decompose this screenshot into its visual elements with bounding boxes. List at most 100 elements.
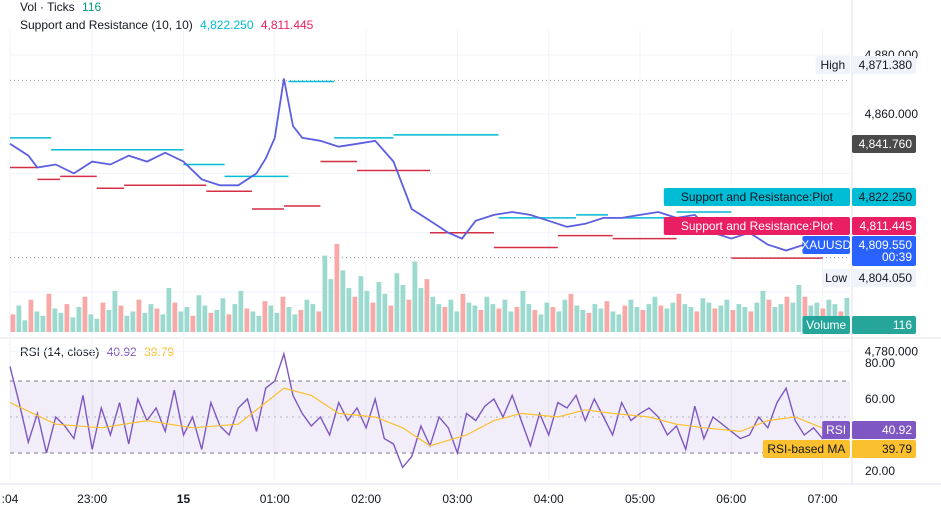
volume-bar — [466, 302, 472, 332]
volume-bar — [352, 296, 358, 332]
volume-bar — [484, 296, 490, 332]
volume-bar — [382, 293, 388, 332]
volume-bar — [712, 308, 718, 332]
volume-bar — [340, 270, 346, 332]
time-tick-label: 01:00 — [260, 492, 290, 506]
high-value: 4,871.380 — [859, 58, 913, 72]
volume-bar — [136, 299, 142, 332]
volume-bar — [796, 285, 802, 332]
volume-bar — [490, 304, 496, 332]
rsi-tick-label: 60.00 — [865, 392, 895, 406]
volume-bar — [280, 296, 286, 332]
volume-bar — [496, 308, 502, 332]
high-label-bg — [815, 56, 850, 74]
time-tick-label: 04:00 — [534, 492, 564, 506]
symbol-value-bg — [852, 236, 916, 266]
volume-bar — [100, 302, 106, 332]
volume-bar — [760, 290, 766, 332]
volume-bar — [802, 296, 808, 332]
volume-bar — [628, 299, 634, 332]
volume-bar — [172, 302, 178, 332]
rsi-legend[interactable]: RSI (14, close) 40.92 39.79 — [20, 345, 178, 359]
rsi-ma-tag: 39.79 RSI-based MA — [762, 440, 916, 458]
time-axis[interactable]: :04 23:00 15 01:00 02:00 03:00 04:00 05:00 06:00… — [2, 492, 838, 506]
rsi-tag: 40.92 RSI — [822, 421, 916, 439]
volume-bar — [778, 304, 784, 332]
volume-bar — [412, 261, 418, 332]
volume-tag: 116 Volume — [802, 316, 916, 334]
volume-bar — [664, 308, 670, 332]
volume-bar — [130, 311, 136, 332]
xauusd-price-line — [9, 78, 842, 252]
volume-bar — [376, 282, 382, 332]
volume-value: 116 — [893, 318, 912, 332]
volume-bar — [292, 314, 298, 332]
resistance-label-bg — [663, 188, 850, 206]
rsi-pane — [9, 351, 850, 469]
time-tick-label: 06:00 — [716, 492, 746, 506]
rsi-axis[interactable]: 80.00 60.00 20.00 40.92 RSI 39.79 RSI-based MA — [762, 356, 916, 478]
volume-bar — [394, 273, 400, 332]
volume-bar — [694, 311, 700, 332]
volume-legend[interactable]: Vol · Ticks 116 — [20, 0, 105, 14]
volume-bar — [430, 296, 436, 332]
volume-bar — [238, 290, 244, 332]
volume-bar — [562, 299, 568, 332]
volume-bar — [226, 314, 232, 332]
resistance-value: 4,822.250 — [859, 190, 913, 204]
volume-bar — [460, 293, 466, 332]
low-tag: 4,804.050 Low — [822, 269, 916, 287]
rsi-ma-label: RSI-based MA — [767, 442, 845, 456]
volume-bar — [700, 298, 706, 332]
volume-bar — [88, 314, 94, 332]
volume-bar — [676, 293, 682, 332]
volume-bar — [766, 299, 772, 332]
volume-bar — [28, 299, 34, 332]
volume-bar — [442, 307, 448, 332]
volume-bar — [304, 299, 310, 332]
symbol-sub: 00:39 — [882, 250, 912, 264]
volume-bar — [322, 255, 328, 332]
rsi-tick-label: 20.00 — [865, 464, 895, 478]
rsi-line — [9, 351, 841, 469]
volume-bar — [724, 299, 730, 332]
low-label-bg — [822, 269, 850, 287]
low-value-bg — [852, 269, 916, 287]
rsi-value: 40.92 — [882, 423, 912, 437]
volume-bar — [400, 285, 406, 332]
volume-bar — [286, 307, 292, 332]
volume-bar — [256, 315, 262, 332]
volume-label-bg — [802, 316, 850, 334]
volume-bar — [574, 305, 580, 332]
time-tick-label: 23:00 — [77, 492, 107, 506]
crosshair-tag: 4,841.760 — [852, 135, 916, 153]
volume-bar — [826, 299, 832, 332]
volume-bar — [718, 305, 724, 332]
price-axis[interactable]: 4,880.0004,860.0004,780.0004,871.380High… — [663, 48, 919, 358]
volume-bar — [436, 304, 442, 332]
volume-bar — [142, 312, 148, 332]
volume-bars — [10, 243, 850, 332]
volume-bar — [634, 307, 640, 332]
volume-bar — [790, 302, 796, 332]
volume-bar — [520, 290, 526, 332]
rsi-ma-value: 39.79 — [882, 442, 912, 456]
rsi-ma-line — [9, 387, 842, 447]
volume-bar — [706, 302, 712, 332]
symbol-label-bg — [802, 236, 850, 254]
sr-legend[interactable]: Support and Resistance (10, 10) 4,822.25… — [20, 18, 317, 32]
volume-bar — [370, 302, 376, 332]
volume-bar — [568, 293, 574, 332]
low-value: 4,804.050 — [859, 271, 913, 285]
volume-bar — [670, 302, 676, 332]
volume-bar — [16, 305, 22, 332]
volume-bar — [730, 309, 736, 332]
volume-bar — [10, 314, 16, 332]
support-value-bg — [852, 217, 916, 235]
volume-bar — [76, 307, 82, 332]
volume-bar — [772, 307, 778, 332]
volume-bar — [358, 276, 364, 332]
volume-bar — [316, 311, 322, 332]
